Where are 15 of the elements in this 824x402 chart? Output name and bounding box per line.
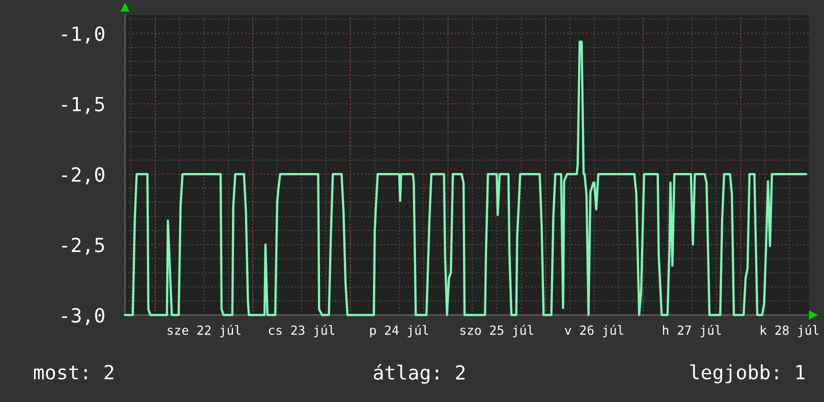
x-tick-label: szo 25 júl bbox=[460, 324, 534, 338]
text: most: 2 bbox=[34, 364, 114, 380]
y-tick-label: -3,0 bbox=[62, 308, 104, 326]
x-tick-label: k 28 júl bbox=[760, 324, 818, 338]
x-tick-label: h 27 júl bbox=[662, 324, 721, 338]
y-tick-label: -1,0 bbox=[62, 26, 104, 44]
text: legjobb: 1 bbox=[690, 364, 805, 384]
y-tick-label: -2,5 bbox=[62, 238, 104, 255]
x-tick-label: sze 22 júl bbox=[168, 324, 240, 338]
y-tick-label: -2,0 bbox=[62, 167, 104, 184]
x-tick-label: cs 23 júl bbox=[268, 324, 334, 338]
y-tick-label: -1,5 bbox=[62, 96, 104, 114]
x-tick-label: p 24 júl bbox=[370, 324, 428, 338]
text: átlag: 2 bbox=[374, 364, 465, 384]
x-tick-label: v 26 júl bbox=[564, 324, 624, 338]
